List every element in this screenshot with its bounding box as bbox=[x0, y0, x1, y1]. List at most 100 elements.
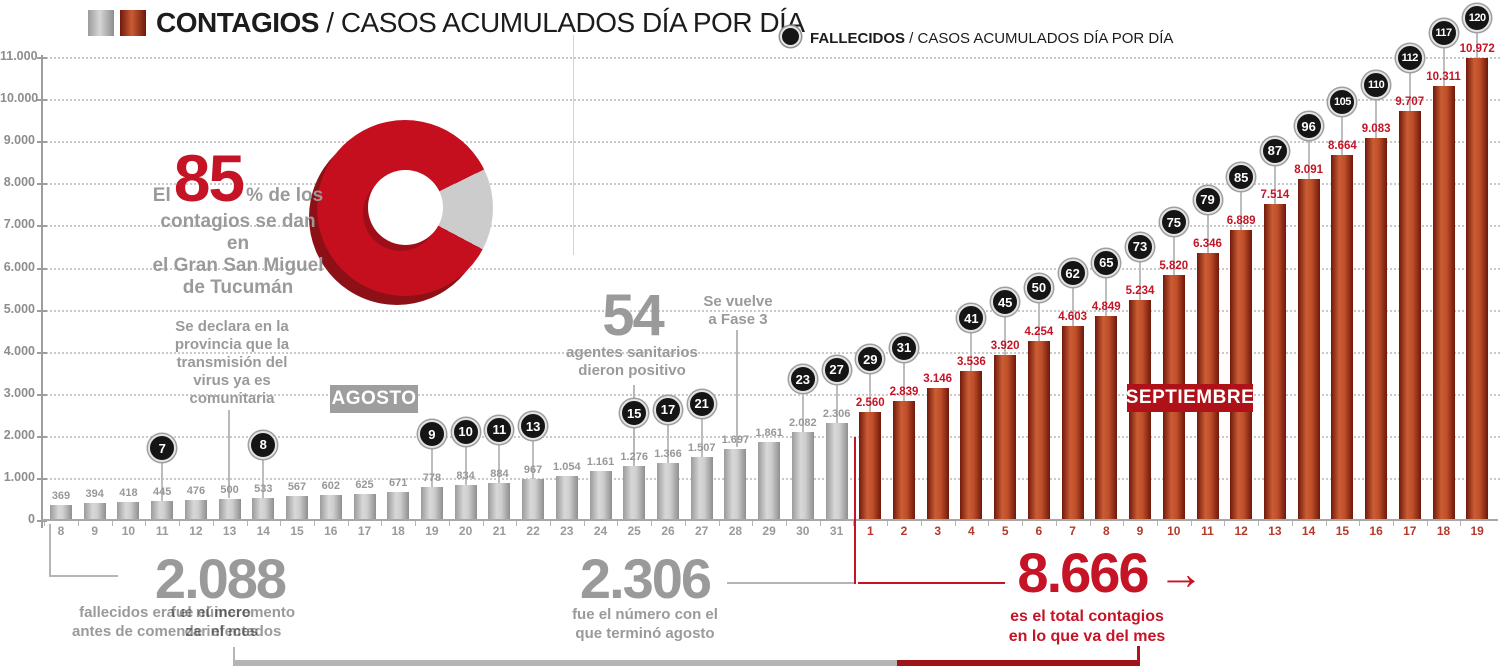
y-axis-label: 4.000 bbox=[3, 343, 35, 358]
fallecidos-stem bbox=[667, 409, 669, 463]
bar-value-label: 1.161 bbox=[586, 456, 615, 469]
x-axis bbox=[42, 519, 1498, 521]
bar-value-label: 671 bbox=[389, 476, 408, 489]
fallecidos-badge-agosto-30: 23 bbox=[788, 365, 817, 394]
x-tickmark bbox=[617, 520, 619, 526]
bar-value-label: 500 bbox=[220, 484, 239, 496]
bar-septiembre-14 bbox=[1297, 179, 1320, 520]
x-axis-day-label: 15 bbox=[290, 524, 304, 538]
x-tickmark bbox=[1224, 520, 1226, 526]
fallecidos-stem bbox=[1408, 58, 1411, 112]
annotation-54-text: agentes sanitarios dieron positivo bbox=[566, 344, 698, 379]
x-tickmark bbox=[1460, 520, 1462, 526]
x-axis-day-label: 8 bbox=[1102, 524, 1110, 538]
fallecidos-stem bbox=[1172, 222, 1175, 275]
bar-agosto-30 bbox=[791, 432, 814, 520]
x-tickmark bbox=[145, 520, 147, 526]
bar-agosto-21 bbox=[488, 482, 511, 520]
x-axis-day-label: 9 bbox=[1136, 524, 1144, 538]
bar-value-label: 6.889 bbox=[1226, 215, 1256, 227]
fallecidos-stem bbox=[869, 359, 872, 413]
x-tickmark bbox=[44, 520, 46, 526]
bar-value-label: 834 bbox=[456, 469, 475, 482]
x-tickmark bbox=[954, 520, 956, 526]
bar-agosto-29 bbox=[758, 441, 781, 520]
x-tickmark bbox=[313, 520, 315, 526]
x-axis-day-label: 17 bbox=[1403, 524, 1417, 538]
donut-hole bbox=[368, 170, 443, 245]
x-axis-day-label: 11 bbox=[1201, 524, 1214, 538]
bar-agosto-22 bbox=[522, 479, 545, 520]
fallecidos-stem bbox=[1476, 18, 1479, 59]
fallecidos-stem bbox=[1139, 246, 1141, 300]
legend-black-circle-icon bbox=[780, 26, 801, 47]
bar-agosto-19 bbox=[420, 487, 443, 520]
x-axis-day-label: 14 bbox=[256, 524, 270, 538]
bar-value-label: 3.920 bbox=[990, 340, 1020, 352]
fallecidos-stem bbox=[970, 318, 973, 372]
x-axis-day-label: 18 bbox=[1436, 524, 1451, 538]
x-tickmark bbox=[1359, 520, 1361, 526]
bar-value-label: 2.839 bbox=[889, 385, 919, 398]
bar-agosto-11 bbox=[151, 501, 174, 520]
fallecidos-badge-septiembre-6: 50 bbox=[1024, 273, 1053, 302]
fallecidos-stem bbox=[1240, 177, 1243, 230]
x-tickmark bbox=[1022, 520, 1023, 526]
fallecidos-badge-agosto-27: 21 bbox=[687, 389, 716, 418]
bar-septiembre-2 bbox=[893, 400, 915, 520]
x-tickmark bbox=[651, 520, 653, 526]
fallecidos-legend-bold: FALLECIDOS bbox=[810, 30, 906, 47]
fallecidos-stem bbox=[464, 431, 467, 485]
x-tickmark bbox=[1156, 520, 1158, 526]
x-tickmark bbox=[179, 520, 180, 526]
badge-septiembre: SEPTIEMBRE bbox=[1126, 384, 1254, 412]
x-axis-day-label: 27 bbox=[695, 524, 709, 538]
fallecidos-badge-agosto-19: 9 bbox=[417, 420, 446, 449]
fallecidos-badge-agosto-31: 27 bbox=[822, 355, 851, 384]
callout-2306-caption: fue el número con el que terminó agosto bbox=[572, 606, 718, 642]
fallecidos-badge-septiembre-14: 96 bbox=[1294, 112, 1323, 141]
x-axis-day-label: 10 bbox=[121, 524, 136, 538]
right-arrow-icon: → bbox=[1158, 547, 1204, 599]
fallecidos-stem bbox=[1341, 102, 1344, 156]
x-axis-day-label: 23 bbox=[560, 524, 574, 538]
bar-value-label: 5.820 bbox=[1159, 260, 1189, 272]
y-axis-label: 5.000 bbox=[3, 301, 35, 316]
x-tickmark bbox=[583, 520, 585, 526]
fallecidos-badge-septiembre-18: 117 bbox=[1429, 19, 1458, 47]
y-axis-label: 1.000 bbox=[3, 469, 35, 484]
y-tickmark bbox=[37, 435, 47, 438]
september-start-line bbox=[854, 437, 856, 584]
x-tickmark bbox=[1123, 520, 1125, 526]
x-axis-day-label: 17 bbox=[357, 524, 372, 538]
bar-agosto-24 bbox=[589, 471, 612, 520]
callout-8666-number: 8.666 bbox=[1017, 541, 1149, 604]
callout-2088-caption-b: fue el incremento de infectados bbox=[170, 604, 296, 640]
bar-value-label: 1.507 bbox=[687, 441, 716, 454]
bar-value-label: 4.849 bbox=[1091, 300, 1121, 313]
x-axis-day-label: 19 bbox=[425, 524, 439, 538]
gridline bbox=[42, 393, 1500, 396]
fallecidos-badge-agosto-11: 7 bbox=[148, 434, 177, 463]
chart-title-rest: / CASOS ACUMULADOS DÍA POR DÍA bbox=[318, 7, 805, 38]
x-axis-day-label: 22 bbox=[526, 524, 540, 538]
x-axis-day-label: 20 bbox=[458, 524, 473, 538]
y-tickmark bbox=[37, 309, 47, 312]
bar-value-label: 778 bbox=[422, 472, 442, 485]
x-tickmark bbox=[1426, 520, 1428, 526]
x-axis-day-label: 13 bbox=[1268, 524, 1282, 538]
fallecidos-badge-septiembre-8: 65 bbox=[1092, 248, 1121, 277]
x-tickmark bbox=[347, 520, 349, 526]
chart-title: CONTAGIOS / CASOS ACUMULADOS DÍA POR DÍA bbox=[156, 7, 805, 39]
x-tickmark bbox=[1190, 520, 1192, 526]
left-bracket-horizontal bbox=[49, 575, 118, 577]
y-axis-label: 0 bbox=[28, 512, 35, 526]
fallecidos-stem bbox=[1206, 199, 1209, 253]
x-tickmark bbox=[1089, 520, 1091, 526]
x-axis-day-label: 18 bbox=[391, 524, 405, 538]
x-axis-day-label: 31 bbox=[829, 524, 844, 538]
bar-agosto-17 bbox=[353, 493, 376, 520]
x-axis-day-label: 15 bbox=[1335, 524, 1350, 538]
fallecidos-stem bbox=[1071, 273, 1074, 327]
